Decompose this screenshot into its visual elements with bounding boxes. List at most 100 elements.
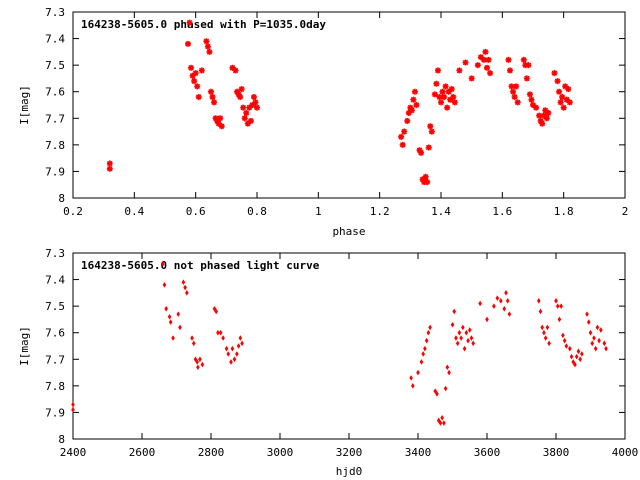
- data-point-star: [545, 109, 552, 116]
- data-point-star: [448, 86, 455, 93]
- plot-top-xtick-label: 1: [315, 205, 322, 218]
- data-point-diamond: [212, 306, 217, 312]
- plot-top-frame: [72, 11, 626, 199]
- data-point-star: [209, 94, 216, 101]
- data-point-diamond: [502, 306, 507, 312]
- data-point-star: [540, 112, 547, 119]
- data-point-star: [106, 165, 113, 172]
- plot-top-ytick-label: 7.7: [45, 112, 65, 125]
- data-point-diamond: [168, 319, 173, 325]
- data-point-star: [410, 96, 417, 103]
- data-point-diamond: [216, 329, 220, 336]
- data-point-star: [408, 107, 415, 114]
- data-point-diamond: [236, 343, 241, 349]
- data-point-diamond: [160, 260, 165, 267]
- data-point-diamond: [411, 383, 415, 389]
- data-point-diamond: [428, 324, 432, 331]
- data-point-star: [215, 120, 222, 127]
- data-point-diamond: [238, 335, 243, 341]
- data-point-diamond: [421, 351, 425, 357]
- data-point-diamond: [464, 329, 469, 336]
- data-point-star: [413, 102, 420, 108]
- data-point-star: [559, 94, 566, 101]
- data-point-star: [438, 99, 444, 106]
- data-point-diamond: [593, 345, 598, 352]
- data-point-diamond: [230, 345, 235, 352]
- data-point-star: [511, 94, 518, 101]
- data-point-star: [539, 120, 546, 127]
- plot-bottom-xtick-label: 2600: [129, 446, 156, 459]
- data-point-star: [211, 99, 218, 106]
- plot-bottom-ytick-label: 7.5: [45, 300, 65, 313]
- data-point-star: [186, 19, 193, 26]
- data-point-diamond: [602, 340, 607, 347]
- data-point-diamond: [232, 356, 237, 363]
- data-point-star: [536, 112, 543, 119]
- data-point-star: [188, 64, 195, 71]
- data-point-star: [249, 102, 256, 108]
- plot-top-ytick-label: 7.3: [45, 6, 65, 19]
- plot-top-xtick-label: 0.6: [186, 205, 206, 218]
- data-point-star: [250, 94, 257, 101]
- data-point-star: [474, 62, 481, 69]
- data-point-star: [556, 88, 563, 95]
- plot-bottom-ylabel: I[mag]: [18, 326, 31, 366]
- data-point-diamond: [573, 361, 577, 368]
- data-point-star: [442, 83, 449, 90]
- data-point-diamond: [586, 319, 591, 325]
- data-point-star: [204, 43, 211, 50]
- data-point-diamond: [585, 311, 589, 317]
- data-point-star: [560, 104, 567, 111]
- data-point-diamond: [438, 420, 443, 426]
- data-point-star: [427, 123, 434, 130]
- data-point-star: [505, 56, 512, 63]
- data-point-diamond: [164, 306, 168, 312]
- data-point-diamond: [176, 311, 181, 317]
- data-point-star: [456, 67, 463, 74]
- data-point-star: [424, 179, 431, 186]
- data-point-diamond: [178, 324, 182, 331]
- data-point-diamond: [193, 356, 198, 363]
- data-point-star: [444, 104, 451, 111]
- data-point-diamond: [167, 313, 172, 320]
- data-point-star: [554, 78, 561, 85]
- data-point-diamond: [462, 345, 467, 352]
- data-point-diamond: [595, 324, 600, 331]
- data-point-diamond: [492, 303, 496, 309]
- data-point-diamond: [457, 329, 462, 336]
- data-point-diamond: [171, 335, 175, 341]
- plot-top-xtick-label: 1.6: [492, 205, 512, 218]
- data-point-star: [240, 104, 247, 111]
- data-point-star: [528, 96, 535, 103]
- data-point-diamond: [536, 298, 541, 304]
- data-point-diamond: [445, 364, 450, 371]
- plot-top-ticks: 0.2 0.4 0.6 0.8 1 1.2 1.4 1.6 1.8 2 7.3 7.4 7.5 7.6 7.…: [45, 6, 628, 218]
- plot-bottom-xtick-label: 4000: [612, 446, 639, 459]
- plot-bottom-ticks: 2400 2600 2800 3000 3200 3400 3600 3800 4000 7.3 7…: [45, 247, 638, 459]
- data-point-diamond: [224, 345, 229, 352]
- data-point-star: [422, 173, 429, 180]
- data-point-diamond: [450, 321, 455, 328]
- plot-bottom-ytick-label: 7.9: [45, 406, 65, 419]
- data-point-diamond: [505, 298, 510, 304]
- data-point-star: [185, 40, 191, 47]
- data-point-diamond: [424, 337, 429, 344]
- data-point-star: [191, 78, 198, 85]
- data-point-star: [431, 91, 438, 98]
- data-point-star: [507, 67, 513, 74]
- plot-bottom-ytick-label: 7.4: [45, 274, 65, 287]
- data-point-star: [468, 75, 475, 82]
- data-point-star: [217, 115, 224, 122]
- data-point-diamond: [543, 335, 548, 341]
- data-point-diamond: [195, 359, 199, 365]
- data-point-diamond: [419, 359, 424, 365]
- data-point-diamond: [214, 308, 218, 315]
- data-point-diamond: [471, 340, 475, 347]
- data-point-star: [241, 115, 248, 122]
- data-point-diamond: [478, 300, 482, 307]
- data-point-diamond: [436, 417, 441, 424]
- data-point-diamond: [426, 329, 431, 336]
- data-point-diamond: [423, 345, 427, 352]
- data-point-star: [441, 94, 448, 101]
- data-point-diamond: [235, 351, 239, 357]
